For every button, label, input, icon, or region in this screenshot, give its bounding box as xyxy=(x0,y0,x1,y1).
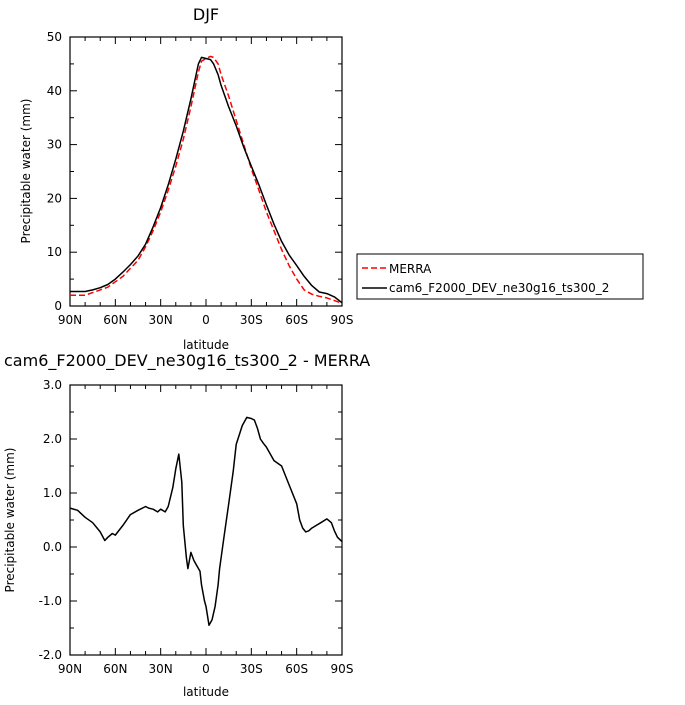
top-ytick-label: 0 xyxy=(54,299,62,313)
bottom-xtick-label: 30N xyxy=(149,662,173,676)
top-xtick-label: 30N xyxy=(149,313,173,327)
bottom-ylabel: Precipitable water (mm) xyxy=(3,448,17,593)
top-xlabel: latitude xyxy=(183,338,229,352)
legend-label-cam6: cam6_F2000_DEV_ne30g16_ts300_2 xyxy=(389,281,609,295)
bottom-x-ticks: 90N 60N 30N 0 30S 60S 90S xyxy=(58,385,354,676)
top-y-ticks: 0 10 20 30 40 50 xyxy=(47,30,342,313)
top-series-line-0 xyxy=(70,55,343,305)
top-xtick-label: 90N xyxy=(58,313,82,327)
top-plot-frame xyxy=(69,36,343,307)
bottom-ytick-label: 1.0 xyxy=(43,486,62,500)
bottom-title: cam6_F2000_DEV_ne30g16_ts300_2 - MERRA xyxy=(4,351,370,371)
bottom-ytick-label: 0.0 xyxy=(43,540,62,554)
top-xtick-label: 0 xyxy=(202,313,210,327)
top-title: DJF xyxy=(193,5,219,24)
top-ytick-label: 30 xyxy=(47,138,62,152)
top-xtick-label: 60S xyxy=(285,313,308,327)
top-ytick-label: 40 xyxy=(47,84,62,98)
bottom-xtick-label: 30S xyxy=(240,662,263,676)
top-xtick-label: 30S xyxy=(240,313,263,327)
bottom-y-ticks: -2.0 -1.0 0.0 1.0 2.0 3.0 xyxy=(39,378,342,662)
top-plot: DJF 0 10 20 30 40 50 90N 60N 30N 0 30S 60S 90S Prec… xyxy=(19,5,353,352)
bottom-ytick-label: 2.0 xyxy=(43,432,62,446)
bottom-plot: cam6_F2000_DEV_ne30g16_ts300_2 - MERRA -… xyxy=(3,351,370,699)
bottom-xlabel: latitude xyxy=(183,685,229,699)
bottom-xtick-label: 60N xyxy=(103,662,127,676)
bottom-plot-frame xyxy=(69,384,343,656)
top-xtick-label: 60N xyxy=(103,313,127,327)
bottom-ytick-label: -2.0 xyxy=(39,648,62,662)
top-series-lines xyxy=(70,55,343,305)
bottom-series-line-0 xyxy=(69,416,343,627)
bottom-ytick-label: -1.0 xyxy=(39,594,62,608)
top-ytick-label: 20 xyxy=(47,191,62,205)
bottom-xtick-label: 90S xyxy=(331,662,354,676)
top-xtick-label: 90S xyxy=(331,313,354,327)
bottom-ytick-label: 3.0 xyxy=(43,378,62,392)
top-ytick-label: 10 xyxy=(47,245,62,259)
legend-box xyxy=(356,253,644,300)
bottom-xtick-label: 90N xyxy=(58,662,82,676)
bottom-series-lines xyxy=(69,416,343,627)
top-ylabel: Precipitable water (mm) xyxy=(19,99,33,244)
bottom-xtick-label: 0 xyxy=(202,662,210,676)
legend-label-merra: MERRA xyxy=(389,262,432,276)
bottom-xtick-label: 60S xyxy=(285,662,308,676)
top-x-ticks: 90N 60N 30N 0 30S 60S 90S xyxy=(58,37,354,327)
top-ytick-label: 50 xyxy=(47,30,62,44)
top-series-line-1 xyxy=(70,56,343,304)
legend: MERRA cam6_F2000_DEV_ne30g16_ts300_2 xyxy=(356,253,644,300)
